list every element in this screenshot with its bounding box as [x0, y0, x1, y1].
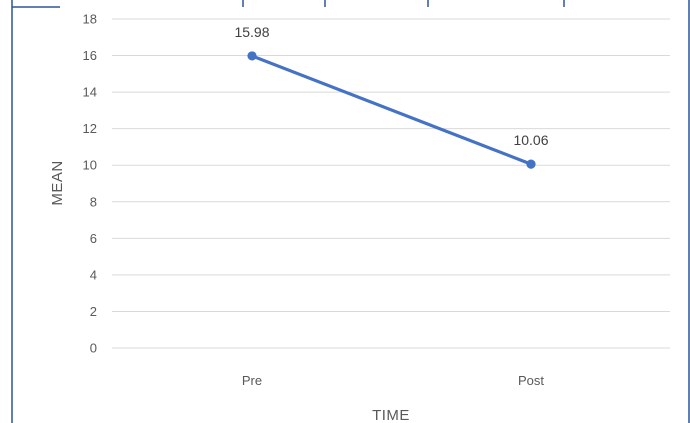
y-tick-label-10: 10 — [83, 158, 97, 173]
y-tick-label-14: 14 — [83, 85, 97, 100]
x-tick-label-pre: Pre — [242, 373, 262, 388]
series-line — [252, 56, 531, 164]
series — [247, 51, 535, 168]
y-tick-label-4: 4 — [90, 267, 97, 282]
y-tick-label-12: 12 — [83, 121, 97, 136]
data-labels: 15.98 10.06 — [234, 24, 548, 148]
y-axis-title: MEAN — [49, 160, 66, 205]
gridlines — [112, 19, 670, 348]
data-label-post: 10.06 — [513, 132, 548, 148]
y-axis-ticks: 0 2 4 6 8 10 12 14 16 18 — [83, 12, 97, 356]
y-tick-label-8: 8 — [90, 194, 97, 209]
data-point-post — [526, 160, 535, 169]
y-tick-label-2: 2 — [90, 304, 97, 319]
x-axis-title: TIME — [372, 407, 410, 423]
y-tick-label-18: 18 — [83, 12, 97, 27]
table-frame — [12, 0, 689, 423]
y-tick-label-0: 0 — [90, 341, 97, 356]
x-tick-label-post: Post — [518, 373, 544, 388]
data-label-pre: 15.98 — [234, 24, 269, 40]
x-axis-ticks: Pre Post — [242, 373, 545, 388]
y-tick-label-6: 6 — [90, 231, 97, 246]
data-point-pre — [247, 51, 256, 60]
y-tick-label-16: 16 — [83, 48, 97, 63]
